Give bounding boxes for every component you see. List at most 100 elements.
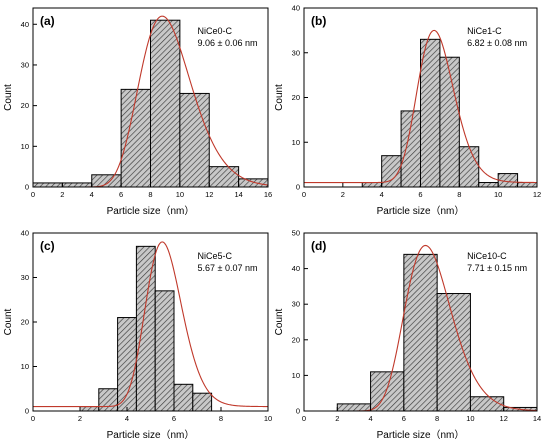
y-tick-label: 0 <box>25 183 29 192</box>
y-axis-label: Count <box>274 84 285 111</box>
panel-label: (a) <box>40 14 55 28</box>
histogram-bar <box>173 383 194 412</box>
x-tick-label: 12 <box>533 190 541 199</box>
histogram-bar <box>478 182 499 188</box>
panel-label: (c) <box>40 239 55 253</box>
y-tick-label: 30 <box>21 273 29 282</box>
histogram-bar <box>403 253 438 412</box>
y-tick-label: 40 <box>21 20 29 29</box>
histogram-bar <box>192 392 213 412</box>
x-tick-label: 2 <box>341 190 345 199</box>
y-tick-label: 10 <box>21 142 29 151</box>
x-axis-label: Particle size（nm） <box>377 205 465 217</box>
y-tick-label: 30 <box>292 48 300 57</box>
histogram-bar <box>370 371 405 412</box>
mean-size: 7.71 ± 0.15 nm <box>467 263 527 273</box>
histogram-bar <box>361 182 383 188</box>
x-tick-label: 10 <box>494 190 502 199</box>
x-tick-label: 8 <box>457 190 461 199</box>
y-tick-label: 30 <box>292 300 300 309</box>
histogram-bar <box>117 317 137 412</box>
histogram-bar <box>91 174 122 188</box>
histogram-bar <box>61 182 93 188</box>
x-tick-label: 6 <box>172 414 176 423</box>
y-tick-label: 40 <box>292 264 300 273</box>
histogram-bar <box>208 166 240 188</box>
y-tick-label: 30 <box>21 60 29 69</box>
x-tick-label: 10 <box>176 190 184 199</box>
histogram-bar <box>32 182 63 188</box>
histogram-bar <box>517 182 538 188</box>
y-tick-label: 20 <box>21 318 29 327</box>
y-tick-label: 0 <box>296 407 300 416</box>
fit-curve <box>304 29 538 184</box>
mean-size: 9.06 ± 0.06 nm <box>198 38 258 48</box>
sample-name: NiCe5-C <box>198 251 233 261</box>
x-tick-label: 0 <box>31 414 35 423</box>
y-tick-label: 50 <box>292 229 300 238</box>
mean-size: 5.67 ± 0.07 nm <box>198 263 258 273</box>
histogram-bar <box>458 146 480 188</box>
y-tick-label: 40 <box>292 4 300 13</box>
histogram-panel-3: 0 2 4 6 8 10 0 10 20 30 40 Particle size（nm） Count (c… <box>3 229 272 442</box>
histogram-panel-2: 0 2 4 6 8 10 12 0 10 20 30 40 Particle size（nm） Count… <box>274 4 541 218</box>
x-tick-label: 12 <box>205 190 213 199</box>
y-tick-label: 20 <box>21 101 29 110</box>
x-tick-label: 14 <box>234 190 242 199</box>
x-tick-label: 8 <box>148 190 152 199</box>
mean-size: 6.82 ± 0.08 nm <box>467 38 527 48</box>
x-axis-label: Particle size（nm） <box>377 429 465 441</box>
x-tick-label: 0 <box>302 190 306 199</box>
plot-frame <box>303 232 538 412</box>
x-tick-label: 6 <box>119 190 123 199</box>
histogram-bar <box>439 56 460 188</box>
histogram-bar <box>179 92 210 188</box>
histogram-bar <box>436 293 471 412</box>
x-tick-label: 4 <box>125 414 129 423</box>
x-tick-label: 6 <box>418 190 422 199</box>
y-tick-label: 0 <box>296 183 300 192</box>
x-tick-label: 8 <box>219 414 223 423</box>
histogram-bar <box>238 178 269 188</box>
x-tick-label: 10 <box>466 414 474 423</box>
histogram-bar <box>135 245 156 412</box>
histogram-panel-1: 0 2 4 6 8 10 12 14 16 0 10 20 30 40 Particle size（nm） C… <box>3 7 272 217</box>
y-axis-label: Count <box>3 84 14 111</box>
y-tick-label: 40 <box>21 229 29 238</box>
histogram-bar <box>79 406 100 412</box>
sample-name: NiCe1-C <box>467 26 502 36</box>
y-axis-label: Count <box>3 308 14 335</box>
x-tick-label: 6 <box>402 414 406 423</box>
y-tick-label: 10 <box>292 138 300 147</box>
panel-label: (b) <box>311 14 326 28</box>
x-tick-label: 2 <box>60 190 64 199</box>
y-tick-label: 0 <box>25 407 29 416</box>
x-tick-label: 4 <box>368 414 372 423</box>
x-axis-label: Particle size（nm） <box>107 429 195 441</box>
sample-name: NiCe0-C <box>198 26 233 36</box>
x-tick-label: 2 <box>335 414 339 423</box>
histogram-bar <box>120 88 151 188</box>
x-tick-label: 16 <box>264 190 272 199</box>
histogram-bar <box>336 403 372 412</box>
x-tick-label: 0 <box>302 414 306 423</box>
y-tick-label: 10 <box>292 371 300 380</box>
fit-curve <box>33 241 268 408</box>
y-tick-label: 20 <box>292 93 300 102</box>
sample-name: NiCe10-C <box>467 251 507 261</box>
x-tick-label: 14 <box>533 414 541 423</box>
y-axis-label: Count <box>274 308 285 335</box>
histogram-bar <box>150 19 181 188</box>
x-tick-label: 0 <box>31 190 35 199</box>
x-tick-label: 4 <box>90 190 94 199</box>
histogram-bar <box>98 388 119 412</box>
y-tick-label: 20 <box>292 335 300 344</box>
panel-label: (d) <box>311 239 326 253</box>
x-axis-label: Particle size（nm） <box>107 205 195 217</box>
x-tick-label: 4 <box>380 190 384 199</box>
x-tick-label: 12 <box>500 414 508 423</box>
x-tick-label: 10 <box>264 414 272 423</box>
x-tick-label: 2 <box>78 414 82 423</box>
x-tick-label: 8 <box>435 414 439 423</box>
histogram-bar <box>420 38 441 188</box>
